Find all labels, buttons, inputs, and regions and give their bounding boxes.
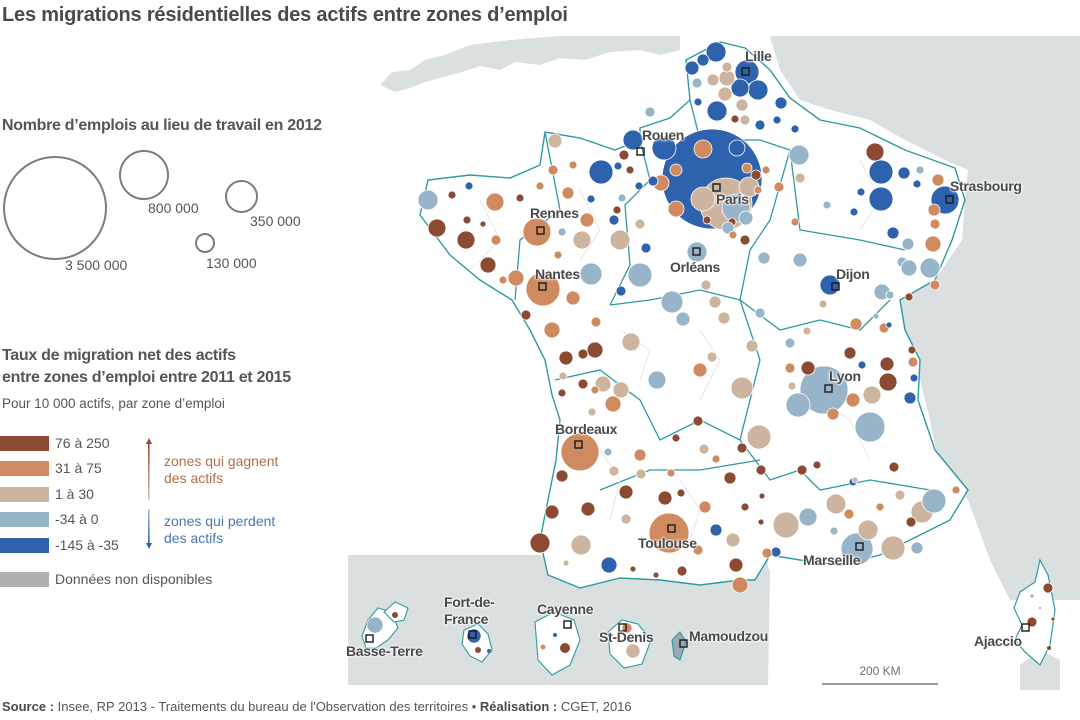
- source-text: Insee, RP 2013 - Traitements du bureau d…: [54, 699, 480, 714]
- trend-arrows: [146, 438, 152, 549]
- france-mainland: [419, 41, 969, 589]
- city-label-marseille: Marseille: [803, 552, 861, 568]
- city-label-fort-de-france: Fort-de-France: [444, 594, 495, 627]
- arrow-up-icon: [148, 442, 150, 500]
- swatch-dark-blue: [0, 537, 49, 553]
- credit-label: Réalisation :: [479, 699, 558, 714]
- size-label-800000: 800 000: [148, 200, 199, 216]
- credit-text: CGET, 2016: [557, 699, 632, 714]
- neighbor-countries: [770, 36, 1080, 600]
- color-legend-heading-2: entre zones d’emploi entre 2011 et 2015: [2, 369, 291, 386]
- city-label-rennes: Rennes: [530, 205, 579, 221]
- size-label-3500000: 3 500 000: [65, 257, 128, 273]
- city-label-basse-terre: Basse-Terre: [346, 643, 423, 659]
- swatch-dark-brown: [0, 435, 49, 451]
- gain-label: zones qui gagnent des actifs: [164, 453, 279, 486]
- city-label-bordeaux: Bordeaux: [555, 421, 618, 437]
- swatch-grey: [0, 571, 49, 587]
- city-label-cayenne: Cayenne: [537, 601, 594, 617]
- class-label: -34 à 0: [55, 511, 99, 527]
- class-label: 1 à 30: [55, 486, 94, 502]
- legend-class-minus34-0: -34 à 0: [0, 511, 99, 527]
- size-circle-800000: [119, 150, 169, 200]
- city-label-orleans: Orléans: [670, 259, 721, 275]
- class-label: 31 à 75: [55, 460, 102, 476]
- zone-bubbles: [417, 41, 1056, 651]
- loss-label: zones qui perdent des actifs: [164, 513, 276, 546]
- color-legend-heading-1: Taux de migration net des actifs: [2, 347, 236, 364]
- city-label-rouen: Rouen: [642, 127, 685, 143]
- size-label-350000: 350 000: [250, 213, 301, 229]
- size-circle-3500000: [3, 156, 107, 260]
- city-label-dijon: Dijon: [836, 266, 870, 282]
- mayotte: [671, 631, 687, 661]
- swatch-light-blue: [0, 511, 49, 527]
- city-label-lyon: Lyon: [829, 368, 861, 384]
- swatch-beige: [0, 486, 49, 502]
- reunion: [607, 619, 652, 669]
- city-label-strasbourg: Strasbourg: [950, 178, 1022, 194]
- city-label-mamoudzou: Mamoudzou: [689, 628, 768, 644]
- color-legend-subtitle: Pour 10 000 actifs, par zone d’emploi: [2, 396, 225, 411]
- city-label-nantes: Nantes: [535, 266, 580, 282]
- class-label: Données non disponibles: [55, 571, 213, 587]
- source-label: Source :: [2, 699, 55, 714]
- legend-no-data: Données non disponibles: [0, 571, 212, 587]
- size-legend: 3 500 000 800 000 350 000 130 000: [0, 140, 370, 290]
- legend-class-minus145-minus35: -145 à -35: [0, 537, 119, 553]
- city-label-lille: Lille: [745, 48, 772, 64]
- map-title: Les migrations résidentielles des actifs…: [2, 4, 568, 26]
- england-landmass: [380, 36, 680, 92]
- city-label-st-denis: St-Denis: [599, 629, 654, 645]
- city-label-paris: Paris: [716, 191, 749, 207]
- legend-class-1-30: 1 à 30: [0, 486, 94, 502]
- swatch-orange: [0, 460, 49, 476]
- size-legend-heading: Nombre d’emplois au lieu de travail en 2…: [2, 117, 322, 134]
- city-label-ajaccio: Ajaccio: [974, 633, 1022, 649]
- class-label: -145 à -35: [55, 537, 119, 553]
- legend-class-31-75: 31 à 75: [0, 460, 102, 476]
- city-label-toulouse: Toulouse: [638, 535, 697, 551]
- city-markers: [365, 67, 1030, 648]
- footer-source: Source : Insee, RP 2013 - Traitements du…: [2, 699, 632, 714]
- arrow-down-icon: [148, 509, 150, 544]
- size-circle-130000: [195, 233, 215, 253]
- size-label-130000: 130 000: [206, 255, 257, 271]
- size-circle-350000: [225, 180, 258, 213]
- map-france-zones-emploi: [348, 36, 1080, 690]
- class-label: 76 à 250: [55, 435, 110, 451]
- scale-line: [822, 683, 938, 685]
- scale-label: 200 KM: [859, 664, 901, 678]
- legend-class-76-250: 76 à 250: [0, 435, 110, 451]
- scale-bar: 200 KM: [822, 664, 938, 685]
